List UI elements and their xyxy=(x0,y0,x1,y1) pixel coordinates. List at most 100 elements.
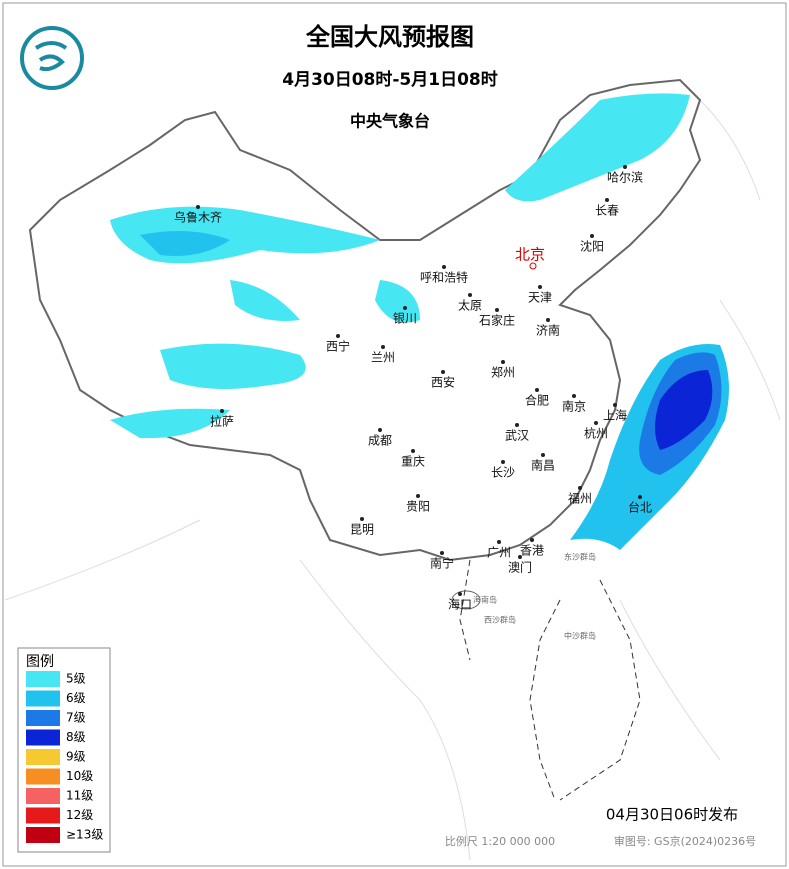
city-marker xyxy=(495,308,499,312)
city-marker xyxy=(546,318,550,322)
city-label: 天津 xyxy=(528,291,552,305)
place-label: 海南岛 xyxy=(473,595,497,605)
wind-area xyxy=(140,231,230,256)
legend-swatch xyxy=(26,788,60,804)
city-marker xyxy=(416,494,420,498)
city-marker xyxy=(442,265,446,269)
city-label: 济南 xyxy=(536,323,560,338)
legend-label: 8级 xyxy=(66,730,86,744)
legend-label: 9级 xyxy=(66,750,86,764)
city-label: 杭州 xyxy=(584,426,608,441)
legend-swatch xyxy=(26,749,60,765)
city-label: 贵阳 xyxy=(406,500,430,514)
city-marker xyxy=(605,198,609,202)
city-marker xyxy=(378,428,382,432)
wind-area xyxy=(230,280,300,321)
legend-swatch xyxy=(26,710,60,726)
city-marker xyxy=(403,306,407,310)
legend-label: 11级 xyxy=(66,789,93,803)
city-label: 呼和浩特 xyxy=(420,270,468,285)
city-label: 海口 xyxy=(448,597,472,612)
city-label: 台北 xyxy=(628,500,652,515)
wind-areas xyxy=(110,93,729,550)
city-marker xyxy=(535,388,539,392)
city-marker xyxy=(638,495,642,499)
city-label: 福州 xyxy=(568,491,592,506)
city-label: 石家庄 xyxy=(479,313,515,328)
city-marker xyxy=(360,517,364,521)
city-label: 西宁 xyxy=(326,339,350,354)
legend-swatch xyxy=(26,671,60,687)
city-marker xyxy=(196,205,200,209)
city-label: 成都 xyxy=(368,434,392,448)
legend-title: 图例 xyxy=(26,654,54,670)
legend-label: 10级 xyxy=(66,769,93,783)
city-label: 上海 xyxy=(603,408,627,423)
city-marker xyxy=(501,360,505,364)
legend-swatch xyxy=(26,768,60,785)
period: 4月30日08时-5月1日08时 xyxy=(282,70,498,90)
city-marker xyxy=(468,293,472,297)
city-marker xyxy=(501,460,505,464)
city-marker xyxy=(497,540,501,544)
scale: 比例尺 1:20 000 000 xyxy=(445,834,555,848)
city-marker xyxy=(220,409,224,413)
city-label: 合肥 xyxy=(525,393,549,408)
city-marker xyxy=(538,285,542,289)
city-marker xyxy=(572,394,576,398)
legend-swatch xyxy=(26,807,60,824)
place-label: 东沙群岛 xyxy=(564,552,596,562)
legend-swatch xyxy=(26,690,60,707)
legend-swatch xyxy=(26,729,60,746)
capital-label: 北京 xyxy=(515,246,545,264)
title: 全国大风预报图 xyxy=(305,23,474,51)
city-label: 郑州 xyxy=(491,365,515,380)
city-marker xyxy=(411,449,415,453)
city-label: 沈阳 xyxy=(580,239,604,254)
city-marker xyxy=(441,370,445,374)
city-label: 拉萨 xyxy=(210,414,234,429)
city-label: 昆明 xyxy=(350,523,374,537)
issued: 04月30日06时发布 xyxy=(606,806,738,824)
legend-label: 7级 xyxy=(66,711,86,725)
neighbour-border xyxy=(4,99,781,861)
place-label: 中沙群岛 xyxy=(564,631,596,641)
maritime-boundary xyxy=(459,559,641,801)
city-marker xyxy=(336,334,340,338)
city-label: 长沙 xyxy=(491,466,515,480)
wind-area xyxy=(160,343,306,389)
city-label: 武汉 xyxy=(505,429,529,443)
place-label: 西沙群岛 xyxy=(484,615,516,625)
logo-mark xyxy=(34,41,68,72)
city-marker xyxy=(515,423,519,427)
city-marker xyxy=(458,592,462,596)
legend-swatch xyxy=(26,827,60,843)
city-marker xyxy=(613,403,617,407)
city-marker xyxy=(381,345,385,349)
city-label: 长春 xyxy=(595,204,619,218)
city-marker xyxy=(590,234,594,238)
city-marker xyxy=(594,421,598,425)
city-label: 南宁 xyxy=(430,556,454,571)
wind-area xyxy=(505,93,690,202)
legend-label: 6级 xyxy=(66,691,86,705)
city-label: 南昌 xyxy=(531,458,555,473)
city-marker xyxy=(518,555,522,559)
city-label: 澳门 xyxy=(508,560,532,575)
city-label: 哈尔滨 xyxy=(607,170,643,185)
wind-area xyxy=(110,408,230,439)
city-label: 广州 xyxy=(487,546,511,560)
city-marker xyxy=(623,165,627,169)
city-marker xyxy=(541,453,545,457)
city-label: 银川 xyxy=(393,312,417,326)
city-marker xyxy=(440,551,444,555)
legend-label: 12级 xyxy=(66,808,93,822)
wind-area xyxy=(375,280,420,323)
capital-marker xyxy=(529,262,537,270)
city-label: 西安 xyxy=(431,375,455,390)
legend: 5级 6级 7级 8级 9级 10级 11级 12级 ≥13级 xyxy=(26,671,103,843)
city-marker xyxy=(578,486,582,490)
issuer: 中央气象台 xyxy=(350,112,430,131)
